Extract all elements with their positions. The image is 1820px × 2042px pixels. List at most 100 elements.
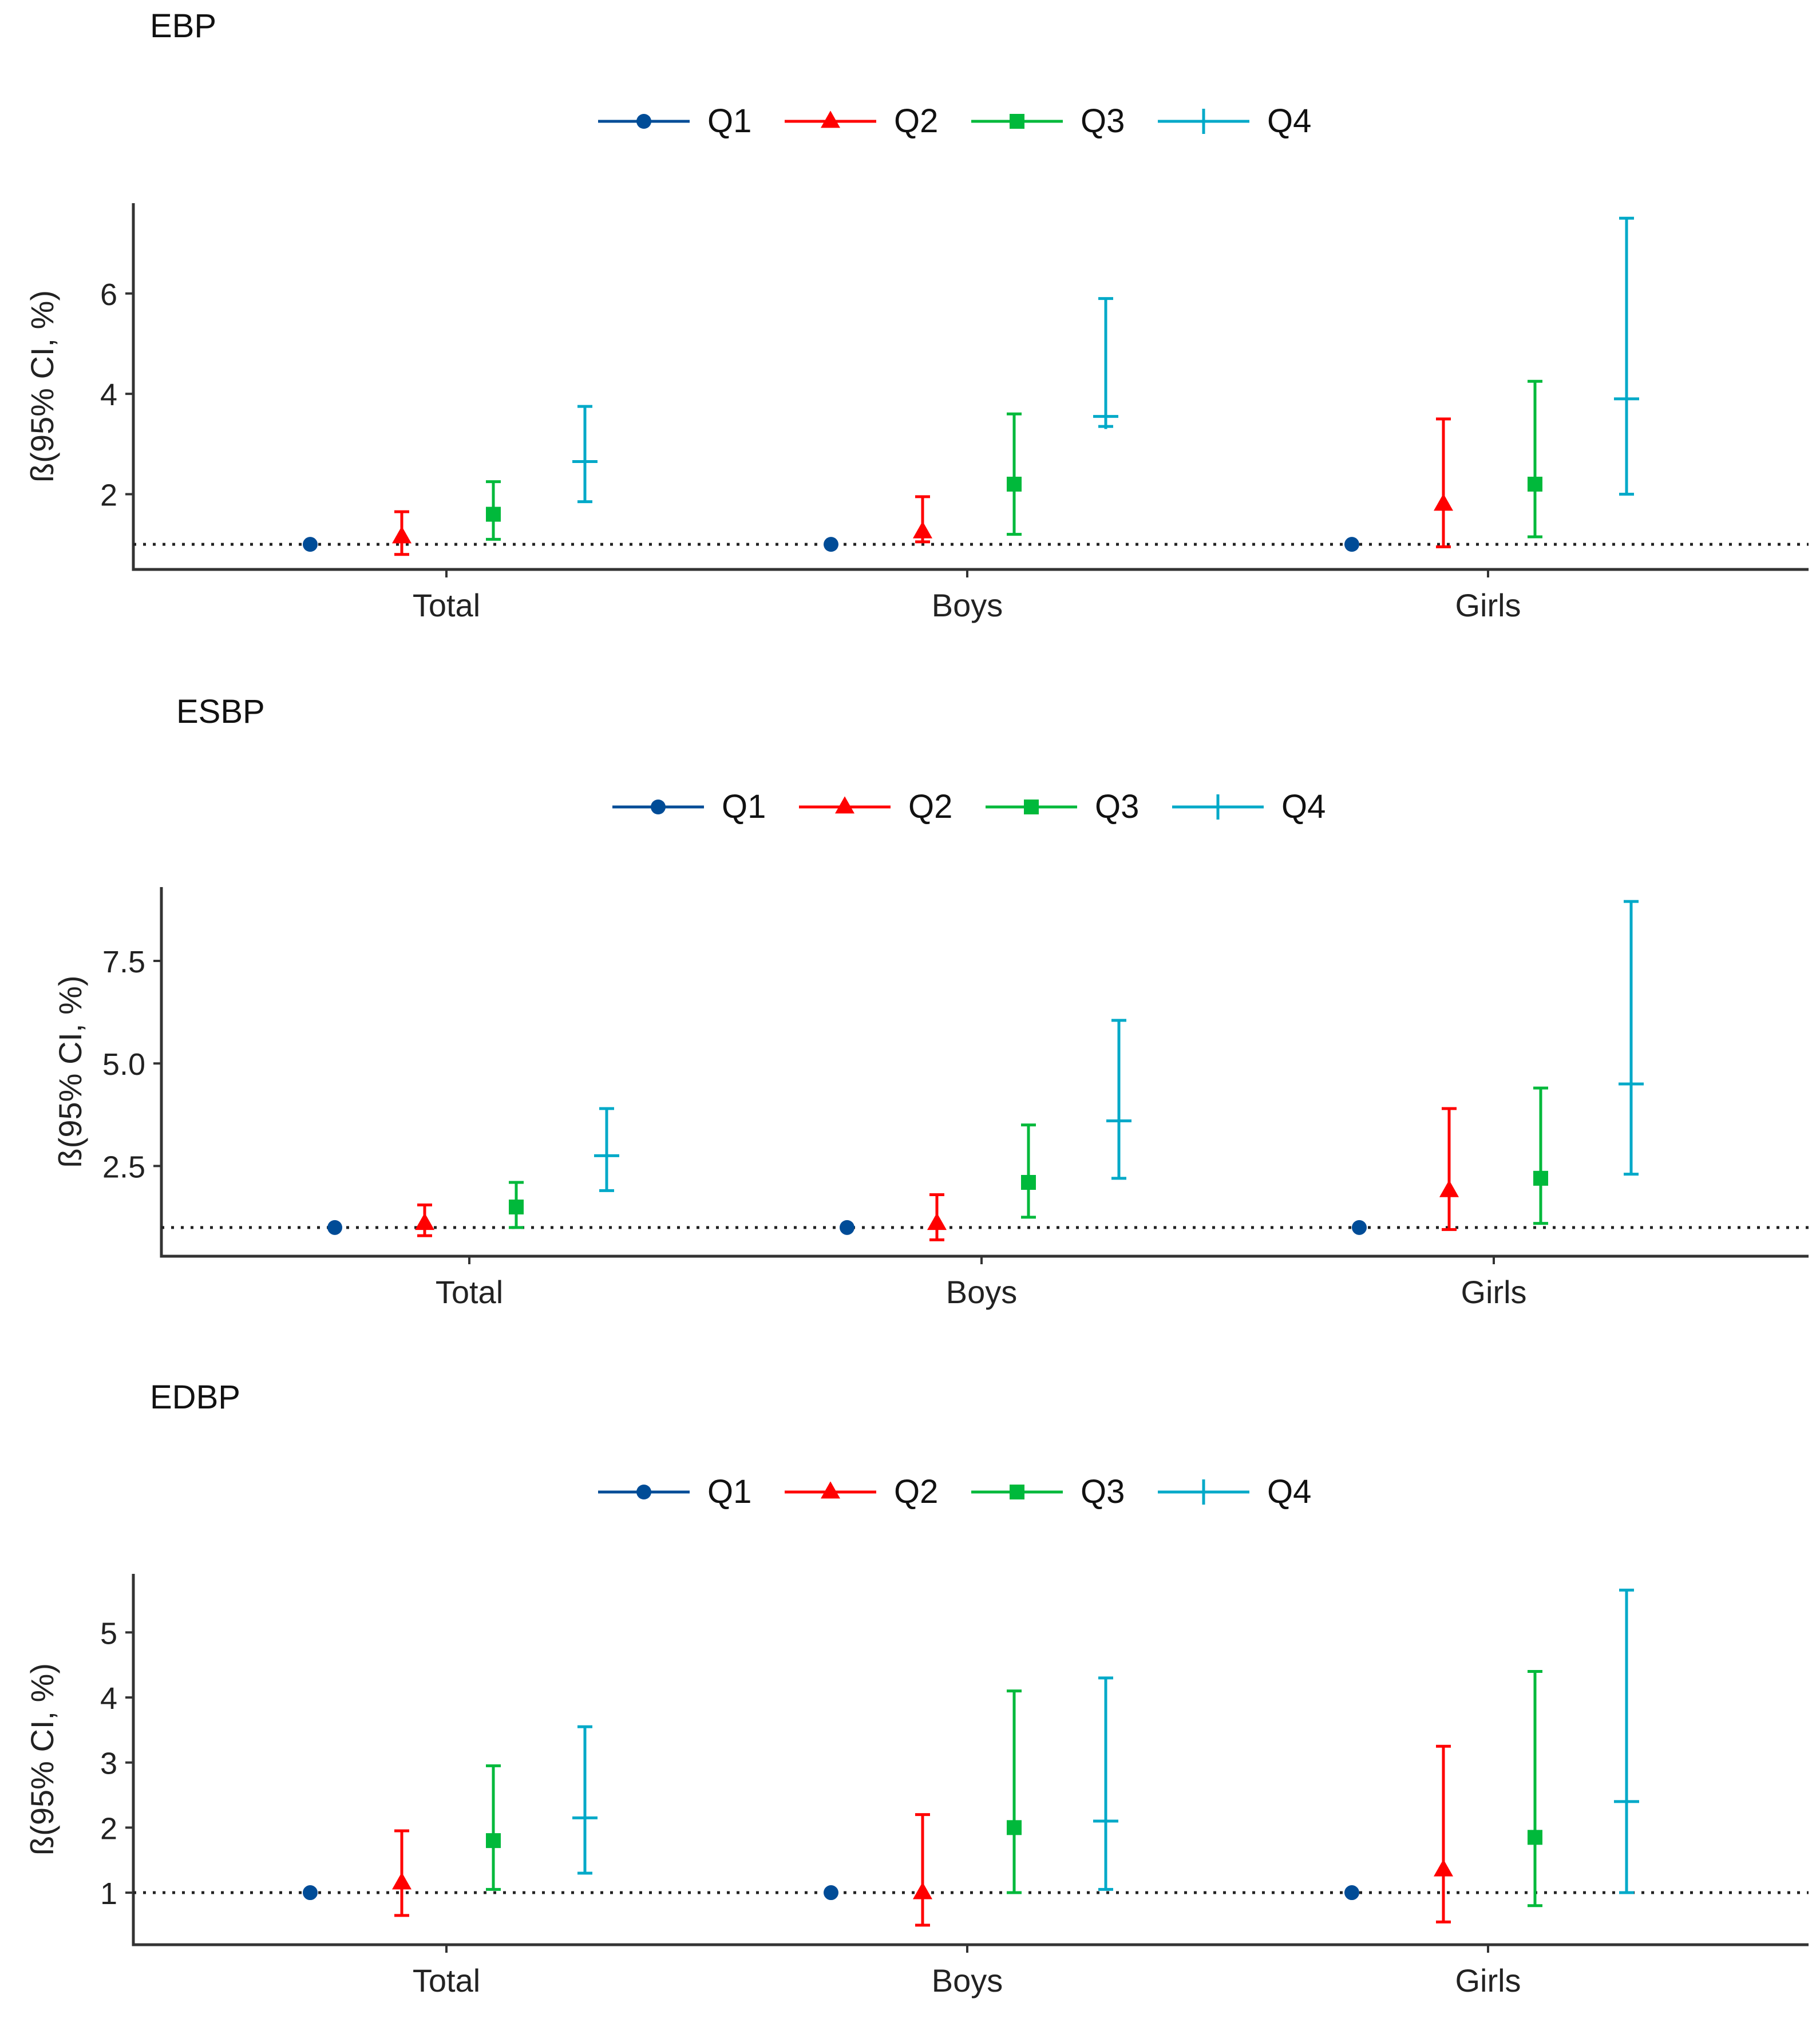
y-tick-label: 4 [100, 378, 117, 412]
point-q2-girls [1434, 1859, 1453, 1877]
legend-item-q3: Q3 [968, 102, 1138, 140]
error-bar-q3-boys [1007, 412, 1022, 536]
point-q3-girls [1533, 1170, 1548, 1186]
legend-label: Q1 [722, 788, 766, 825]
error-bar-q4-girls [1619, 216, 1634, 496]
error-bar-q3-boys [1007, 1689, 1022, 1894]
point-q1-total [303, 1885, 318, 1901]
point-q4-girls [1614, 1788, 1639, 1814]
legend-item-q2: Q2 [796, 787, 966, 826]
x-tick-label-total: Total [413, 1962, 480, 1999]
point-q3-total [486, 1833, 501, 1849]
legend: Q1 Q2 Q3 Q4 [610, 787, 1356, 826]
legend-marker [1010, 113, 1024, 129]
point-q4-boys [1093, 1808, 1118, 1834]
point-q4-girls [1614, 386, 1639, 411]
error-bar-q2-girls [1436, 417, 1451, 549]
error-bar-q2-girls [1436, 1744, 1451, 1924]
legend-label: Q2 [894, 1473, 939, 1510]
legend-key-q4 [1158, 108, 1249, 134]
panel-title: EBP [150, 7, 217, 45]
legend-key-q2 [785, 110, 876, 128]
legend-item-q1: Q1 [610, 787, 779, 826]
x-tick-label-girls: Girls [1461, 1274, 1526, 1310]
legend-key-q4 [1172, 794, 1264, 820]
legend-item-q1: Q1 [595, 1473, 765, 1511]
x-tick-label-boys: Boys [932, 587, 1003, 623]
legend-item-q3: Q3 [968, 1473, 1138, 1511]
legend-key-q1 [612, 799, 704, 814]
point-q2-girls [1439, 1180, 1459, 1197]
point-q1-girls [1344, 537, 1359, 552]
legend-label: Q3 [1095, 788, 1140, 825]
legend-item-q4: Q4 [1155, 1473, 1324, 1511]
point-q3-total [509, 1200, 524, 1214]
error-bar-q3-girls [1533, 1086, 1548, 1225]
point-q4-boys [1093, 403, 1118, 429]
legend-marker [821, 1481, 840, 1498]
x-tick-label-girls: Girls [1455, 1962, 1521, 1999]
point-q2-total [392, 526, 412, 544]
legend-key-q2 [785, 1481, 876, 1498]
point-q4-total [594, 1143, 619, 1169]
legend: Q1 Q2 Q3 Q4 [595, 1473, 1342, 1511]
legend-marker [636, 1484, 651, 1499]
legend-marker [1191, 108, 1216, 134]
legend-marker [636, 113, 651, 129]
legend-key-q1 [598, 1484, 690, 1499]
point-q3-boys [1021, 1175, 1036, 1190]
point-q1-girls [1352, 1220, 1367, 1235]
error-bar-q2-boys [915, 1813, 930, 1927]
legend-label: Q2 [894, 102, 939, 140]
point-q1-boys [824, 1885, 838, 1901]
axis-lines [132, 203, 1809, 571]
error-bar-q4-boys [1098, 1676, 1113, 1891]
legend-key-q1 [598, 113, 690, 129]
y-tick-label: 2 [100, 478, 117, 512]
legend-key-q3 [986, 799, 1077, 814]
error-bar-q4-girls [1619, 1588, 1634, 1894]
y-tick-label: 3 [100, 1747, 117, 1781]
x-tick-label-total: Total [413, 587, 480, 623]
error-bar-q4-total [577, 1725, 592, 1875]
error-bar-q3-girls [1528, 1670, 1542, 1908]
legend-item-q2: Q2 [782, 102, 951, 140]
y-tick-label: 5 [100, 1616, 117, 1651]
legend-label: Q3 [1081, 1473, 1125, 1510]
axis-lines [160, 887, 1809, 1258]
point-q1-boys [840, 1220, 854, 1235]
point-q1-girls [1344, 1885, 1359, 1901]
legend-marker [821, 110, 840, 128]
error-bar-q4-boys [1111, 1019, 1126, 1180]
x-tick-label-girls: Girls [1455, 587, 1521, 623]
legend-key-q3 [971, 1484, 1063, 1499]
panel-title: ESBP [176, 693, 265, 730]
legend-item-q2: Q2 [782, 1473, 951, 1511]
plot-panel-esbp: 2.5 5.0 7.5 ß(95% CI, %) Total Boys Girls [52, 887, 1809, 1310]
legend-marker [1010, 1484, 1024, 1499]
legend-item-q1: Q1 [595, 102, 765, 140]
error-bar-q3-total [486, 1764, 501, 1891]
point-q2-boys [913, 521, 932, 539]
legend-item-q4: Q4 [1169, 787, 1339, 826]
point-q2-boys [913, 1882, 932, 1899]
point-q4-total [572, 1805, 598, 1831]
x-tick-label-boys: Boys [932, 1962, 1003, 1999]
y-tick-label: 2.5 [102, 1150, 145, 1184]
legend-marker [835, 796, 854, 813]
legend-marker [1191, 1479, 1216, 1505]
point-q3-girls [1528, 1830, 1542, 1845]
plot-panel-edbp: 1 2 3 4 5 ß(95% CI, %) Total Boys Girls [24, 1574, 1809, 1999]
legend-label: Q3 [1081, 102, 1125, 140]
legend-item-q4: Q4 [1155, 102, 1324, 140]
legend-label: Q1 [707, 1473, 752, 1510]
y-tick-label: 1 [100, 1877, 117, 1911]
legend-label: Q1 [707, 102, 752, 140]
y-tick-label: 2 [100, 1811, 117, 1846]
point-q1-total [327, 1220, 342, 1235]
y-tick-label: 7.5 [102, 945, 145, 979]
plot-panel-ebp: 2 4 6 ß(95% CI, %) Total Boys Girls [24, 203, 1809, 623]
legend-label: Q4 [1281, 788, 1326, 825]
point-q3-total [486, 506, 501, 522]
point-q2-boys [927, 1213, 947, 1230]
